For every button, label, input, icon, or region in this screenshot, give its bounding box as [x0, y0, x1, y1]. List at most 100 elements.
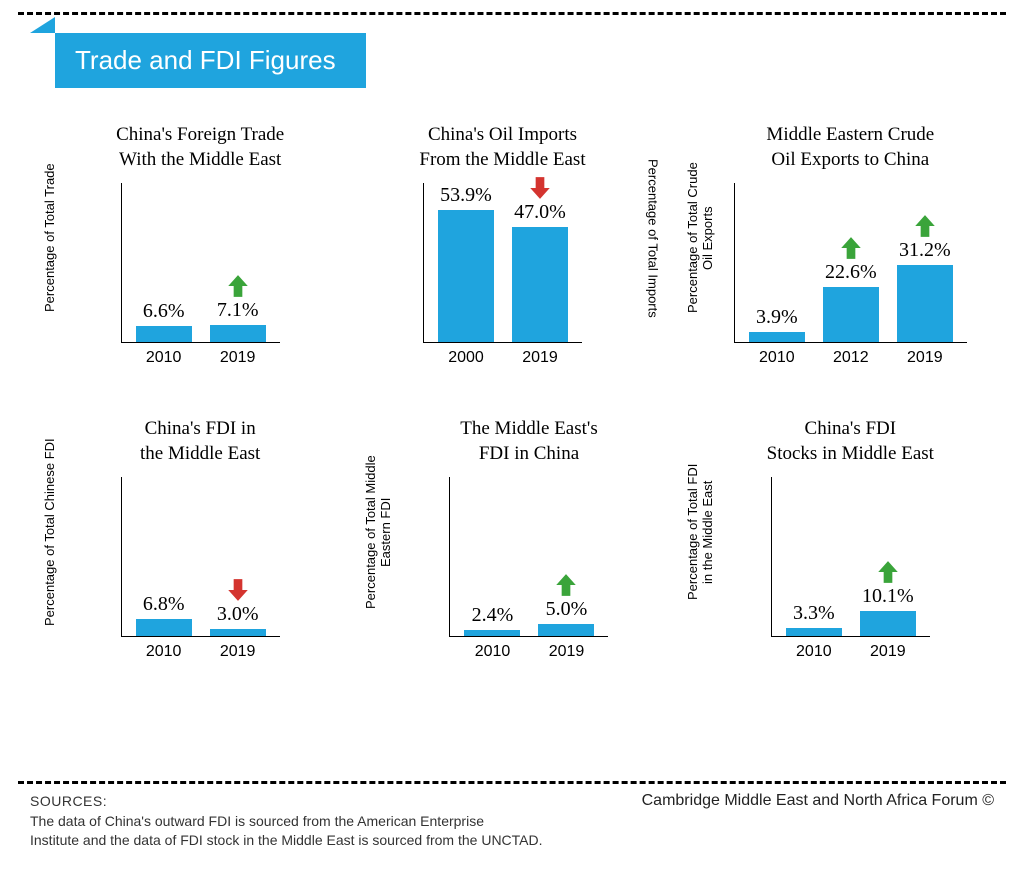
arrow-up-icon: [912, 213, 938, 239]
x-axis-labels: 20102019: [449, 637, 608, 661]
y-axis-label: Percentage of Total Imports: [644, 123, 663, 353]
bar-value-label: 2.4%: [472, 604, 514, 627]
bars-area: 6.8% 3.0%: [121, 477, 280, 637]
arrow-slot: [527, 171, 553, 201]
chart-plot: China's Oil Imports From the Middle East…: [361, 123, 643, 367]
chart-plot: Middle Eastern Crude Oil Exports to Chin…: [717, 123, 984, 367]
bar-value-label: 47.0%: [514, 201, 566, 224]
x-tick-label: 2010: [786, 643, 842, 661]
sources-body: The data of China's outward FDI is sourc…: [30, 812, 543, 851]
page-title: Trade and FDI Figures: [55, 33, 366, 88]
sources-block: SOURCES: The data of China's outward FDI…: [30, 792, 543, 851]
x-tick-label: 2010: [749, 349, 805, 367]
bar-rect: [136, 619, 192, 636]
bar-value-label: 3.0%: [217, 603, 259, 626]
bar-column: 31.2%: [897, 209, 953, 342]
bar-rect: [464, 630, 520, 636]
x-axis-labels: 201020122019: [734, 343, 967, 367]
arrow-slot: [225, 269, 251, 299]
bar-value-label: 7.1%: [217, 299, 259, 322]
x-tick-label: 2000: [438, 349, 494, 367]
x-tick-label: 2010: [136, 349, 192, 367]
chart-plot: China's FDI Stocks in Middle East 3.3% 10…: [717, 417, 984, 661]
bar-rect: [786, 628, 842, 636]
y-axis-label: Percentage of Total Crude Oil Exports: [683, 123, 717, 353]
y-axis-label: Percentage of Total Middle Eastern FDI: [361, 417, 395, 647]
chart: China's Oil Imports From the Middle East…: [361, 123, 662, 367]
bar-column: 10.1%: [860, 555, 916, 636]
bars-area: 3.9% 22.6% 31.2%: [734, 183, 967, 343]
footer: SOURCES: The data of China's outward FDI…: [30, 792, 994, 851]
x-tick-label: 2019: [210, 349, 266, 367]
chart-title: China's FDI in the Middle East: [140, 417, 260, 467]
bar-column: 3.3%: [786, 572, 842, 636]
bars-area: 53.9% 47.0%: [423, 183, 582, 343]
arrow-up-icon: [875, 559, 901, 585]
bar-value-label: 3.9%: [756, 306, 798, 329]
bars-area: 3.3% 10.1%: [771, 477, 930, 637]
chart-title: The Middle East's FDI in China: [460, 417, 597, 467]
bar-value-label: 5.0%: [546, 598, 588, 621]
chart-title: China's FDI Stocks in Middle East: [767, 417, 934, 467]
bar-rect: [512, 227, 568, 342]
arrow-up-icon: [838, 235, 864, 261]
x-tick-label: 2010: [136, 643, 192, 661]
bar-column: 6.6%: [136, 270, 192, 342]
bar-rect: [538, 624, 594, 636]
charts-grid: Percentage of Total Trade China's Foreign…: [30, 123, 994, 661]
bar-value-label: 22.6%: [825, 261, 877, 284]
x-axis-labels: 2010 2019: [121, 637, 280, 661]
title-banner: Trade and FDI Figures: [30, 33, 994, 88]
chart-plot: The Middle East's FDI in China2.4% 5.0%2…: [395, 417, 662, 661]
chart-row: Percentage of Total Chinese FDI China's F…: [40, 417, 984, 661]
chart-title: China's Foreign Trade With the Middle Ea…: [116, 123, 284, 173]
y-axis-label: Percentage of Total Trade: [40, 123, 59, 353]
x-axis-labels: 2010 2019: [121, 343, 280, 367]
bar-value-label: 53.9%: [440, 184, 492, 207]
chart: Percentage of Total Middle Eastern FDI Th…: [361, 417, 662, 661]
bar-column: 22.6%: [823, 231, 879, 342]
bar-rect: [823, 287, 879, 342]
y-axis-label: Percentage of Total FDI in the Middle Ea…: [683, 417, 717, 647]
bar-value-label: 6.6%: [143, 300, 185, 323]
bar-value-label: 31.2%: [899, 239, 951, 262]
chart: Percentage of Total FDI in the Middle Ea…: [683, 417, 984, 661]
sources-heading: SOURCES:: [30, 792, 543, 812]
bar-column: 2.4%: [464, 574, 520, 636]
bar-value-label: 6.8%: [143, 593, 185, 616]
x-tick-label: 2019: [897, 349, 953, 367]
arrow-up-icon: [225, 273, 251, 299]
chart-plot: China's Foreign Trade With the Middle Ea…: [59, 123, 341, 367]
bar-column: 5.0%: [538, 568, 594, 636]
bar-rect: [897, 265, 953, 342]
x-axis-labels: 20002019: [423, 343, 582, 367]
arrow-slot: [225, 573, 251, 603]
arrow-slot: [912, 209, 938, 239]
arrow-down-icon: [225, 577, 251, 603]
bars-area: 6.6% 7.1%: [121, 183, 280, 343]
bars-area: 2.4% 5.0%: [449, 477, 608, 637]
bar-column: 6.8%: [136, 563, 192, 636]
bar-column: 47.0%: [512, 171, 568, 342]
bar-column: 7.1%: [210, 269, 266, 342]
arrow-down-icon: [527, 175, 553, 201]
bar-rect: [860, 611, 916, 636]
bar-rect: [210, 629, 266, 636]
arrow-up-icon: [553, 572, 579, 598]
chart-plot: China's FDI in the Middle East6.8% 3.0%2…: [59, 417, 341, 661]
x-tick-label: 2019: [210, 643, 266, 661]
bar-column: 3.9%: [749, 276, 805, 342]
x-tick-label: 2019: [538, 643, 594, 661]
bar-value-label: 10.1%: [862, 585, 914, 608]
chart: Percentage of Total Trade China's Foreign…: [40, 123, 341, 367]
title-notch: [30, 17, 55, 33]
arrow-slot: [838, 231, 864, 261]
chart: Percentage of Total Chinese FDI China's F…: [40, 417, 341, 661]
chart: Percentage of Total Crude Oil Exports Mid…: [683, 123, 984, 367]
bar-value-label: 3.3%: [793, 602, 835, 625]
x-axis-labels: 20102019: [771, 637, 930, 661]
bar-rect: [210, 325, 266, 342]
chart-title: Middle Eastern Crude Oil Exports to Chin…: [766, 123, 934, 173]
bar-rect: [749, 332, 805, 342]
y-axis-label: Percentage of Total Chinese FDI: [40, 417, 59, 647]
